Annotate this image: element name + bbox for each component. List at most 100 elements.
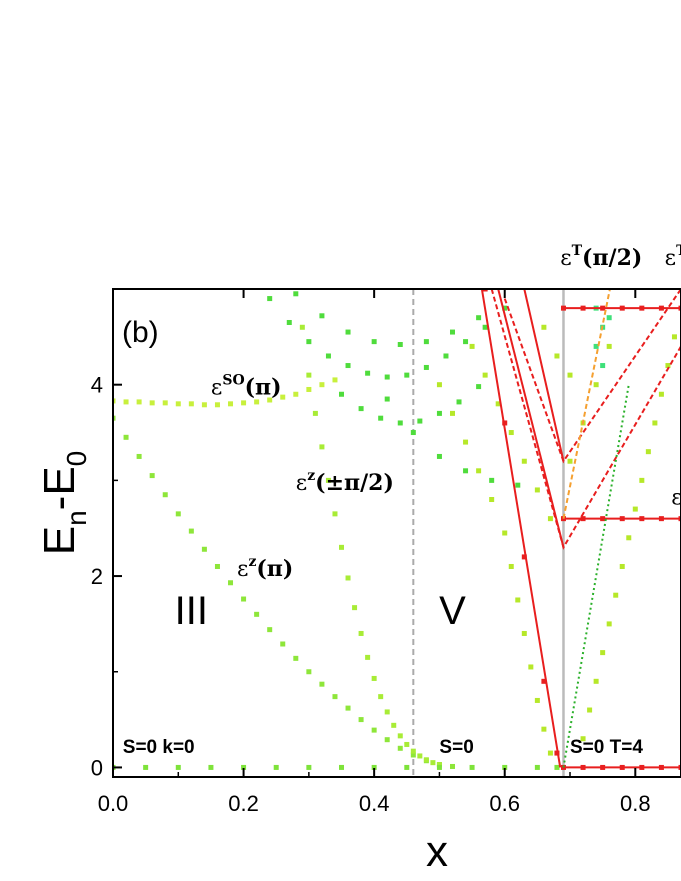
data-point-s0-11 bbox=[254, 399, 260, 405]
data-point-s1-12 bbox=[267, 627, 273, 633]
data-point-s1-20 bbox=[371, 727, 377, 733]
axes bbox=[112, 288, 681, 778]
data-point-s0-17 bbox=[332, 377, 338, 383]
data-point-s2-10 bbox=[365, 654, 371, 660]
data-point-s4-5 bbox=[502, 530, 508, 536]
data-point-s5-12 bbox=[502, 764, 508, 770]
data-point-s4-30 bbox=[645, 449, 651, 455]
panel-label: (b) bbox=[122, 316, 159, 349]
data-point-s3-4 bbox=[345, 363, 351, 369]
data-point-s4-8 bbox=[521, 630, 527, 636]
data-point-s4-2 bbox=[463, 439, 469, 445]
data-point-s1-19 bbox=[358, 717, 364, 723]
annotation-5: ε bbox=[671, 485, 681, 510]
x-tick-label-0: 0.0 bbox=[98, 791, 129, 816]
annotation-3: εT(π/2) bbox=[560, 243, 642, 271]
data-point-s4-37 bbox=[593, 382, 599, 388]
series-line-0 bbox=[480, 289, 562, 768]
data-point-s4-24 bbox=[606, 621, 612, 627]
data-point-s3-30 bbox=[410, 430, 416, 436]
data-point-s3-3 bbox=[325, 353, 331, 359]
data-point-s0-12 bbox=[267, 397, 273, 403]
data-point-s4-21 bbox=[587, 707, 593, 713]
state-label-0: S=0 k=0 bbox=[123, 737, 195, 758]
data-point-s2-16 bbox=[404, 741, 410, 747]
data-point-s2-13 bbox=[384, 709, 390, 715]
data-point-s4-25 bbox=[613, 592, 619, 598]
data-point-s1-2 bbox=[136, 453, 142, 459]
x-axis-label: x bbox=[426, 827, 448, 876]
data-point-s4-20 bbox=[580, 736, 586, 742]
plot-area bbox=[113, 289, 681, 777]
data-point-s4-13 bbox=[469, 343, 475, 349]
data-point-s0-3 bbox=[149, 400, 155, 406]
data-point-s1-17 bbox=[332, 694, 338, 700]
series-line-1 bbox=[497, 289, 565, 548]
data-point-s2-17 bbox=[410, 748, 416, 754]
data-point-s2-0 bbox=[299, 324, 305, 330]
data-point-s4-27 bbox=[626, 535, 632, 541]
data-point-s4-3 bbox=[476, 468, 482, 474]
data-point-s4-10 bbox=[534, 697, 540, 703]
data-point-s5-13 bbox=[534, 764, 540, 770]
series-line-2 bbox=[523, 289, 565, 462]
data-point-s3-7 bbox=[404, 372, 410, 378]
data-point-s6-3 bbox=[600, 363, 606, 369]
data-point-s2-14 bbox=[391, 722, 397, 728]
data-point-s1-7 bbox=[201, 546, 207, 552]
data-point-s4-33 bbox=[665, 363, 671, 369]
data-point-s4-29 bbox=[639, 477, 645, 483]
data-point-s3-16 bbox=[371, 339, 377, 345]
data-point-s0-6 bbox=[188, 401, 194, 407]
data-point-s4-39 bbox=[541, 324, 547, 330]
data-point-s1-3 bbox=[149, 473, 155, 479]
phase-label-1: V bbox=[439, 589, 466, 633]
data-point-s1-8 bbox=[214, 563, 220, 569]
data-point-s1-15 bbox=[306, 669, 312, 675]
data-point-s4-28 bbox=[632, 506, 638, 512]
data-point-s4-14 bbox=[482, 372, 488, 378]
data-point-s2-7 bbox=[345, 575, 351, 581]
data-point-s4-38 bbox=[606, 343, 612, 349]
data-point-s2-5 bbox=[332, 511, 338, 517]
data-point-s5-7 bbox=[339, 764, 345, 770]
series-line-6 bbox=[490, 289, 681, 550]
data-point-s3-8 bbox=[423, 364, 429, 370]
data-point-s0-10 bbox=[241, 400, 247, 406]
data-point-s1-1 bbox=[123, 434, 129, 440]
data-point-s3-21 bbox=[339, 391, 345, 397]
data-point-s0-2 bbox=[136, 399, 142, 405]
data-point-s0-8 bbox=[214, 402, 220, 408]
data-point-s4-18 bbox=[534, 487, 540, 493]
data-point-s0-15 bbox=[306, 386, 312, 392]
data-point-s4-7 bbox=[515, 597, 521, 603]
data-point-s7-24 bbox=[541, 678, 547, 684]
data-point-s0-13 bbox=[280, 394, 286, 400]
data-point-s2-12 bbox=[378, 694, 384, 700]
data-point-s3-2 bbox=[306, 339, 312, 345]
phase-label-0: III bbox=[175, 589, 208, 633]
annotation-1: εz(±π/2) bbox=[296, 468, 394, 496]
data-point-s3-24 bbox=[397, 420, 403, 426]
data-point-s0-5 bbox=[175, 401, 181, 407]
data-point-s2-9 bbox=[358, 630, 364, 636]
data-point-s5-6 bbox=[306, 764, 312, 770]
data-point-s5-5 bbox=[273, 764, 279, 770]
data-point-s3-18 bbox=[423, 339, 429, 345]
data-point-s3-12 bbox=[502, 305, 508, 311]
data-point-s3-33 bbox=[489, 477, 495, 483]
data-point-s1-14 bbox=[293, 655, 299, 661]
svg-text:En-E0: En-E0 bbox=[35, 451, 92, 556]
y-axis-label-main: E bbox=[35, 526, 84, 555]
data-point-s3-26 bbox=[436, 410, 442, 416]
y-tick-label-1: 2 bbox=[91, 564, 103, 589]
data-point-s4-26 bbox=[619, 563, 625, 569]
data-point-s3-28 bbox=[476, 384, 482, 390]
data-point-s4-6 bbox=[508, 563, 514, 569]
data-point-s1-26 bbox=[449, 763, 455, 769]
y-axis-label-mid: -E bbox=[35, 466, 84, 510]
data-point-s4-35 bbox=[567, 458, 573, 464]
data-point-s2-2 bbox=[312, 410, 318, 416]
